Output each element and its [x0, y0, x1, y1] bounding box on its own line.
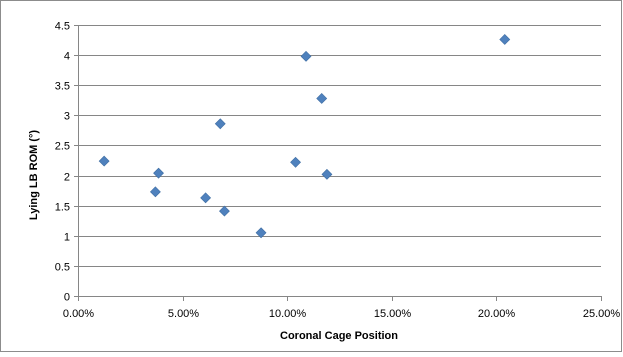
y-tick-label: 0.5 — [55, 262, 70, 274]
y-tick-label: 4.5 — [55, 21, 70, 33]
data-point — [300, 50, 312, 62]
x-tick-label: 0.00% — [63, 308, 94, 320]
data-point — [316, 93, 328, 104]
data-point — [214, 118, 226, 130]
y-tick-labels: 0 0.5 1 1.5 2 2.5 3 3.5 4 4.5 — [55, 21, 70, 304]
y-tick-label: 3.5 — [55, 81, 70, 93]
data-point — [149, 186, 161, 198]
y-tick-label: 4 — [64, 51, 70, 63]
data-point — [499, 34, 511, 45]
y-tick-label: 2 — [64, 172, 70, 184]
y-tick-label: 1 — [64, 232, 70, 244]
data-point — [255, 227, 267, 239]
data-point — [200, 192, 212, 204]
y-axis-title: Lying LB ROM (°) — [28, 130, 40, 220]
data-point — [290, 156, 301, 168]
y-tick-label: 1.5 — [55, 202, 70, 214]
x-tick-label: 15.00% — [374, 308, 412, 320]
y-tick-label: 2.5 — [55, 141, 70, 153]
gridlines — [78, 25, 601, 267]
x-tick-label: 25.00% — [583, 308, 621, 320]
y-tick-label: 0 — [64, 292, 70, 304]
x-tick-label: 20.00% — [478, 308, 516, 320]
x-tick-label: 10.00% — [269, 308, 307, 320]
axes — [74, 25, 602, 301]
x-tick-labels: 0.00% 5.00% 10.00% 15.00% 20.00% 25.00% — [63, 308, 620, 320]
data-point — [98, 155, 110, 167]
data-point — [153, 167, 164, 179]
y-tick-label: 3 — [64, 111, 70, 123]
x-axis-title: Coronal Cage Position — [280, 330, 398, 342]
data-point — [219, 205, 230, 217]
data-point — [321, 168, 333, 180]
data-points — [98, 34, 511, 239]
x-tick-label: 5.00% — [168, 308, 199, 320]
